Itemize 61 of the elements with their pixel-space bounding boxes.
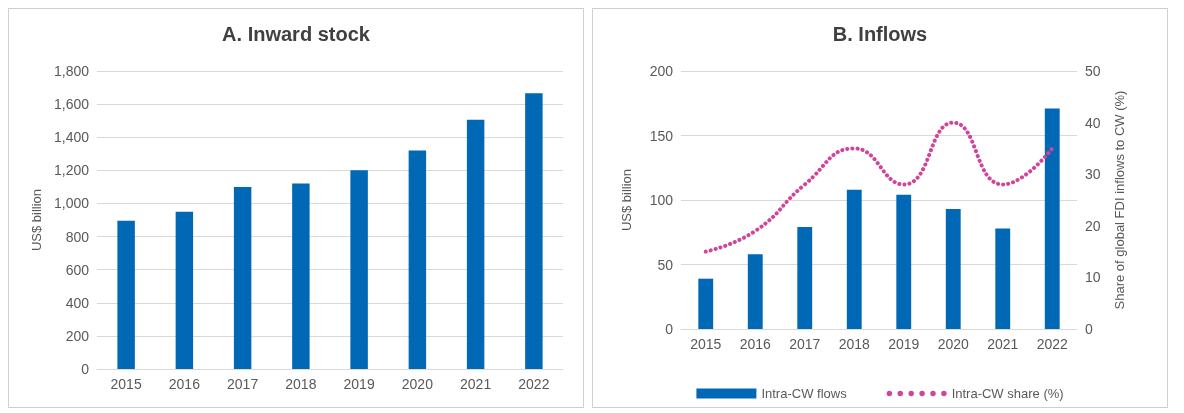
y-tick-label: 0 <box>665 321 674 337</box>
y-tick-label: 1,000 <box>53 195 90 212</box>
x-tick-label: 2021 <box>460 376 492 392</box>
x-tick-label: 2020 <box>937 336 970 352</box>
y-tick-label: 150 <box>649 127 674 144</box>
x-tick-label: 2017 <box>789 336 821 352</box>
x-tick-label: 2019 <box>888 336 920 352</box>
x-tick-label: 2015 <box>110 376 142 392</box>
bar <box>175 211 194 369</box>
bar <box>292 183 310 369</box>
bar <box>995 228 1011 329</box>
bar <box>846 189 862 329</box>
x-tick-label: 2022 <box>1036 336 1069 352</box>
legend-label: Intra-CW flows <box>761 386 848 401</box>
x-tick-label: 2017 <box>227 376 259 392</box>
y-tick-label: 600 <box>65 261 90 278</box>
y-tick-label: 200 <box>65 327 90 344</box>
bar <box>408 150 427 369</box>
x-tick-label: 2019 <box>343 376 375 392</box>
y-tick-label: 1,200 <box>53 162 90 179</box>
x-tick-label: 2016 <box>168 376 201 392</box>
y2-tick-label: 50 <box>1085 63 1101 79</box>
legend-label: Intra-CW share (%) <box>951 386 1064 401</box>
y2-axis-title: Share of global FDI inflows to CW (%) <box>1112 90 1127 310</box>
bar <box>1044 108 1060 329</box>
y-tick-label: 800 <box>65 228 90 245</box>
x-tick-label: 2015 <box>690 336 722 352</box>
bar <box>525 93 543 369</box>
x-tick-label: 2020 <box>401 376 434 392</box>
chart-title: A. Inward stock <box>222 23 371 45</box>
y-tick-label: 200 <box>649 63 674 79</box>
y-tick-label: 1,800 <box>53 63 90 79</box>
bar <box>698 278 714 329</box>
y-tick-label: 400 <box>65 294 90 311</box>
y2-tick-label: 20 <box>1085 217 1101 234</box>
x-tick-label: 2022 <box>518 376 550 392</box>
bar <box>233 186 252 369</box>
bar <box>350 170 368 369</box>
chart-title: B. Inflows <box>832 23 928 45</box>
y-tick-label: 1,400 <box>53 129 90 146</box>
bar <box>117 220 135 369</box>
y-tick-label: 0 <box>81 361 90 377</box>
bar <box>466 119 485 369</box>
y-tick-label: 50 <box>657 256 674 273</box>
x-tick-label: 2021 <box>987 336 1019 352</box>
y-tick-label: 100 <box>649 192 674 208</box>
y-tick-label: 1,600 <box>53 96 90 113</box>
y-axis-title: US$ billion <box>619 168 634 232</box>
y2-tick-label: 10 <box>1085 269 1101 286</box>
y2-tick-label: 0 <box>1085 321 1093 337</box>
bar <box>747 254 763 329</box>
bar <box>896 194 912 329</box>
x-tick-label: 2018 <box>838 336 871 352</box>
bar <box>797 227 813 329</box>
bar <box>945 209 961 329</box>
y2-tick-label: 40 <box>1085 114 1101 131</box>
y2-tick-label: 30 <box>1085 166 1101 183</box>
y-axis-title: US$ billion <box>29 188 45 252</box>
x-tick-label: 2018 <box>285 376 317 392</box>
line-series <box>703 120 1055 254</box>
x-tick-label: 2016 <box>739 336 772 352</box>
